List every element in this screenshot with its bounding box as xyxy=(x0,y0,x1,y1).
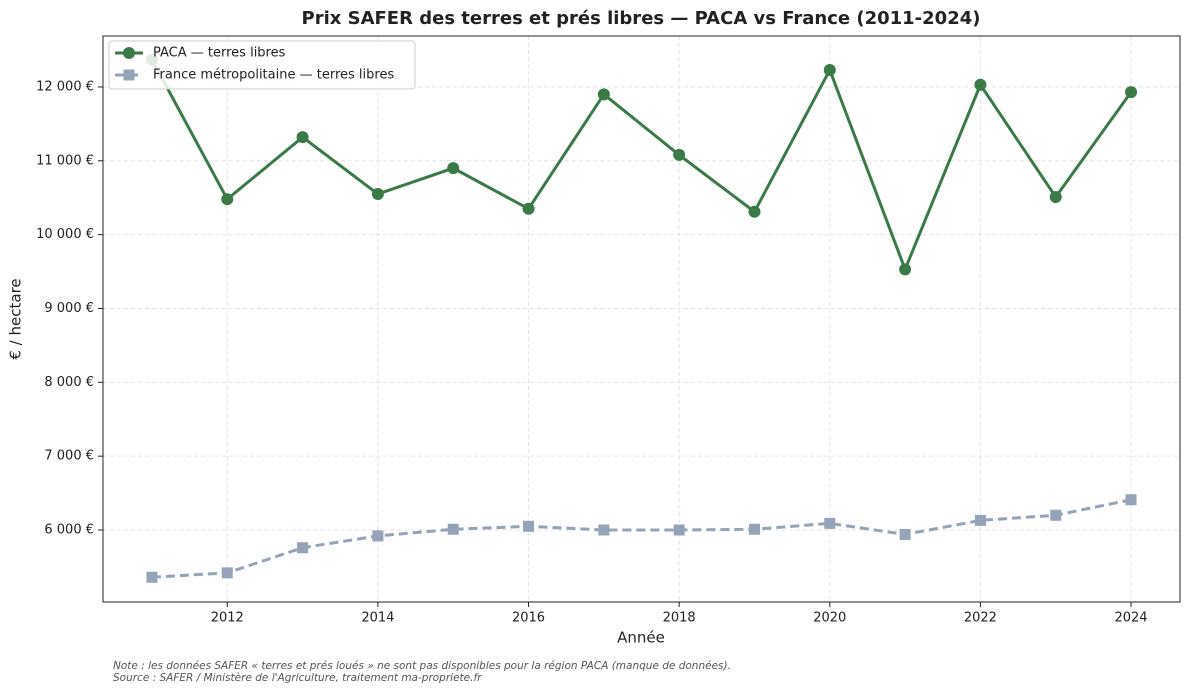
y-axis-label: € / hectare xyxy=(7,278,25,359)
marker xyxy=(1125,494,1137,506)
marker xyxy=(598,524,610,536)
marker xyxy=(522,202,535,215)
marker xyxy=(297,542,309,554)
marker xyxy=(447,523,459,535)
x-tick-label: 2020 xyxy=(813,611,846,626)
x-tick-label: 2024 xyxy=(1114,611,1147,626)
marker xyxy=(824,517,836,529)
legend-label: PACA — terres libres xyxy=(153,46,286,61)
legend-marker xyxy=(123,47,135,59)
y-tick-label: 7 000 € xyxy=(44,449,94,464)
marker xyxy=(899,263,912,276)
marker xyxy=(673,524,685,536)
marker xyxy=(748,523,760,535)
note: Note : les données SAFER « terres et pré… xyxy=(113,660,731,672)
marker xyxy=(146,571,158,583)
y-tick-label: 8 000 € xyxy=(44,375,94,390)
marker xyxy=(221,193,234,206)
marker xyxy=(673,148,686,161)
marker xyxy=(447,162,460,175)
x-tick-label: 2012 xyxy=(211,611,244,626)
legend: PACA — terres libres France métropolitain… xyxy=(108,40,416,90)
marker xyxy=(296,131,309,144)
chart-title: Prix SAFER des terres et prés libres — P… xyxy=(302,8,981,29)
marker xyxy=(371,188,384,201)
marker xyxy=(1049,190,1062,203)
marker xyxy=(221,567,233,579)
marker xyxy=(372,530,384,542)
y-tick-label: 12 000 € xyxy=(36,79,94,94)
marker xyxy=(1125,86,1138,99)
y-tick-label: 9 000 € xyxy=(44,301,94,316)
series-line xyxy=(150,58,1133,274)
marker xyxy=(974,514,986,526)
legend-label: France métropolitaine — terres libres xyxy=(153,68,394,83)
y-tick-label: 6 000 € xyxy=(44,523,94,538)
x-axis-label: Année xyxy=(617,629,665,647)
plot-frame xyxy=(102,35,1181,603)
y-tick-label: 11 000 € xyxy=(36,153,94,168)
marker xyxy=(823,63,836,76)
legend-marker xyxy=(123,69,135,81)
x-tick-label: 2022 xyxy=(964,611,997,626)
note: Source : SAFER / Ministère de l'Agricult… xyxy=(113,672,482,684)
marker xyxy=(523,520,535,532)
series-line xyxy=(151,498,1132,579)
legend-box xyxy=(108,40,416,90)
x-tick-label: 2014 xyxy=(361,611,394,626)
marker xyxy=(974,78,987,91)
marker xyxy=(899,528,911,540)
y-tick-label: 10 000 € xyxy=(36,227,94,242)
marker xyxy=(748,205,761,218)
marker xyxy=(597,88,610,101)
marker xyxy=(1050,509,1062,521)
x-tick-label: 2018 xyxy=(663,611,696,626)
x-tick-label: 2016 xyxy=(512,611,545,626)
